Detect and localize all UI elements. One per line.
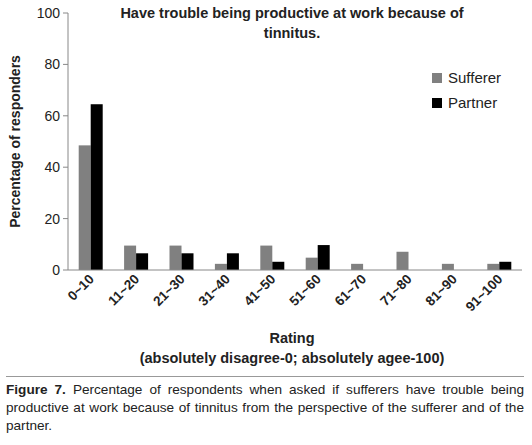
bar [351,264,363,270]
legend-label: Sufferer [448,69,501,86]
x-axis [68,270,522,271]
x-tick-label: 71~80 [377,272,414,309]
bar [318,245,330,270]
y-tick-label: 0 [52,262,60,278]
x-tick-label: 61~70 [332,272,369,309]
bar [91,104,103,270]
y-tick [63,167,68,168]
y-axis [68,13,69,270]
x-tick-label: 31~40 [196,272,233,309]
x-tick-label: 41~50 [241,272,278,309]
y-tick [63,218,68,219]
bar [227,253,239,270]
y-tick [63,64,68,65]
x-tick-label: 0~10 [65,272,97,304]
bar [170,246,182,270]
bar [397,252,409,270]
chart: 0 20 40 60 80 100 0~1011~2021~3031~4041~5051~6… [0,0,532,372]
bar [79,145,91,270]
legend: Sufferer Partner [432,69,501,111]
legend-label: Partner [448,94,497,111]
y-tick-label: 20 [44,211,60,227]
y-tick-label: 40 [44,159,60,175]
x-axis-note: (absolutely disagree-0; absolutely agee-… [140,350,445,366]
y-tick [63,115,68,116]
bar [487,264,499,270]
bar [215,264,227,270]
bar [124,246,136,270]
legend-swatch [432,73,442,83]
y-tick [63,13,68,14]
legend-swatch [432,98,442,108]
title-line: tinnitus. [264,25,320,41]
bar [136,253,148,270]
x-tick-label: 81~90 [423,272,460,309]
caption-label: Figure 7. [6,382,66,397]
caption: Figure 7. Percentage of respondents when… [6,376,524,435]
y-tick-label: 60 [44,108,60,124]
bars [79,104,512,270]
y-tick [63,270,68,271]
bar [306,258,318,270]
bar [260,246,272,270]
y-axis-label: Percentage of responders [7,55,23,228]
caption-text: Percentage of respondents when asked if … [6,382,524,433]
y-tick-label: 80 [44,56,60,72]
x-axis-label: Rating [269,330,314,346]
bar [272,262,284,270]
x-tick-label: 11~20 [105,272,142,309]
bar [182,253,194,270]
title-line: Have trouble being productive at work be… [120,5,463,21]
title: Have trouble being productive at work be… [120,5,463,41]
x-tick-label: 51~60 [286,272,323,309]
x-tick-label: 21~30 [150,272,187,309]
x-tick-label: 91~100 [463,272,506,315]
bar [442,264,454,270]
y-tick-label: 100 [37,5,61,21]
bar [499,262,511,270]
